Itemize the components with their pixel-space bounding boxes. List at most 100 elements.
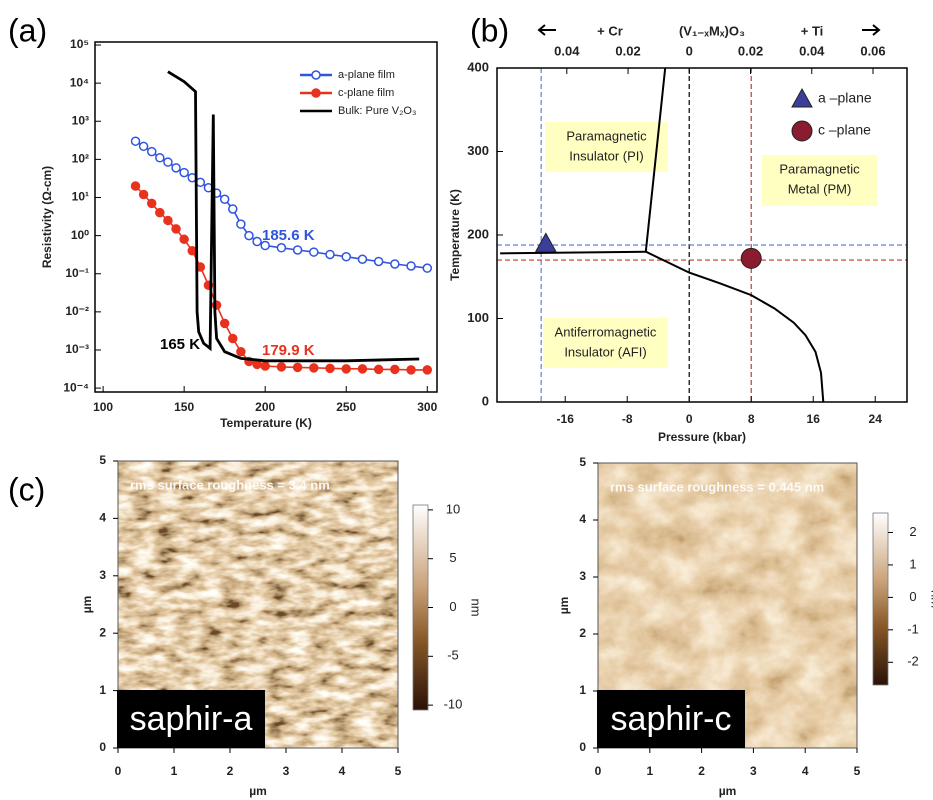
region-box: [543, 318, 668, 368]
x2-tick-label: 0.06: [860, 43, 885, 58]
legend-label: c-plane film: [338, 87, 394, 99]
colorbar-tick-label: 0: [449, 599, 456, 614]
y-tick-label: 1: [579, 683, 586, 697]
legend-label: a –plane: [818, 90, 872, 106]
data-point: [390, 259, 400, 269]
x-tick-label: 0: [115, 764, 122, 778]
x-tick-label: 16: [807, 412, 821, 426]
region-label: Paramagnetic: [779, 161, 860, 176]
region-label: Antiferromagnetic: [555, 324, 657, 339]
top-axis-label: + Cr: [597, 23, 623, 38]
region-label: Metal (PM): [788, 181, 852, 196]
top-axis-label: (V₁₋ₓMₓ)O₃: [679, 23, 745, 38]
annotation: 165 K: [160, 336, 200, 353]
colorbar-tick-label: 10: [446, 501, 460, 516]
colorbar-tick-label: 0: [909, 589, 916, 604]
y-tick-label: 5: [579, 455, 586, 469]
data-point: [236, 219, 246, 229]
region-box: [545, 122, 668, 172]
data-point: [155, 153, 165, 163]
data-point: [146, 198, 157, 209]
region-label: Insulator (AFI): [564, 344, 646, 359]
colorbar-tick-label: -2: [907, 654, 919, 669]
x-tick-label: 150: [174, 400, 194, 414]
sample-label: saphir-a: [130, 700, 253, 738]
y-axis-label: µm: [557, 597, 571, 615]
data-point: [179, 167, 189, 178]
image-title: rms surface roughness = 0.445 nm: [610, 479, 824, 494]
phase-boundary: [500, 250, 646, 255]
image-title: rms surface roughness = 3.4 nm: [130, 477, 330, 492]
y-tick-label: 2: [99, 625, 106, 639]
x2-tick-label: 0.02: [615, 43, 640, 58]
x-tick-label: 2: [698, 764, 705, 778]
data-point: [341, 364, 351, 374]
data-point: [740, 247, 762, 269]
data-point: [260, 361, 270, 371]
x-tick-label: 3: [283, 764, 290, 778]
colorbar-tick-label: -10: [444, 697, 463, 712]
data-point: [357, 254, 368, 264]
x-tick-label: 200: [255, 400, 275, 414]
data-point: [228, 204, 238, 214]
panel-label: (a): [8, 12, 47, 48]
x-axis-label: Pressure (kbar): [658, 430, 746, 444]
y-tick-label: 0: [99, 740, 106, 754]
y-axis-label: µm: [80, 596, 94, 614]
annotation: 179.9 K: [262, 342, 315, 359]
data-point: [406, 365, 416, 375]
data-point: [138, 141, 149, 152]
data-point: [276, 362, 287, 372]
panel-label: (c): [8, 471, 45, 507]
data-point: [163, 215, 173, 226]
data-point: [236, 346, 246, 357]
y-tick-label: 4: [99, 511, 106, 525]
legend-marker: [791, 120, 813, 142]
y-tick-label: 100: [467, 310, 489, 325]
x-tick-label: 3: [750, 764, 757, 778]
data-point: [292, 362, 303, 373]
data-point: [244, 230, 254, 241]
colorbar-label: nm: [469, 598, 484, 616]
data-point: [422, 263, 433, 273]
sample-label: saphir-c: [611, 700, 732, 738]
colorbar-label: nm: [929, 590, 933, 608]
x-tick-label: 8: [748, 412, 755, 426]
legend-label: Bulk: Pure V₂O₃: [338, 105, 416, 117]
y-axis-label: Temperature (K): [448, 189, 462, 281]
label-box: [597, 690, 745, 748]
y-tick-label: 1: [99, 683, 106, 697]
data-point: [325, 363, 335, 374]
x-tick-label: 24: [869, 412, 883, 426]
annotation: 185.6 K: [262, 227, 315, 244]
region-label: Paramagnetic: [566, 128, 647, 143]
data-point: [534, 232, 557, 252]
data-point: [130, 181, 141, 191]
colorbar-tick-label: 2: [909, 524, 916, 539]
legend-marker: [311, 70, 321, 80]
y-tick-label: 10⁻²: [65, 304, 89, 318]
y-tick-label: 10¹: [72, 190, 89, 204]
region-box: [762, 155, 877, 206]
data-point: [406, 261, 416, 271]
y-tick-label: 5: [99, 453, 106, 467]
data-line: [167, 70, 420, 363]
data-point: [171, 163, 181, 173]
y-tick-label: 10⁵: [70, 37, 89, 51]
legend-label: a-plane film: [338, 69, 395, 81]
data-point: [292, 245, 303, 255]
x-tick-label: 100: [93, 400, 113, 414]
y-tick-label: 10³: [72, 113, 89, 127]
x-axis-label: µm: [719, 784, 737, 798]
data-point: [309, 247, 319, 257]
data-point: [341, 251, 351, 262]
y-tick-label: 0: [482, 393, 489, 408]
x-axis-label: µm: [249, 784, 267, 798]
x2-tick-label: 0.02: [738, 43, 763, 58]
data-point: [373, 256, 384, 267]
x-tick-label: 1: [171, 764, 178, 778]
data-point: [390, 364, 400, 375]
y-tick-label: 2: [579, 626, 586, 640]
y-tick-label: 4: [579, 512, 586, 526]
